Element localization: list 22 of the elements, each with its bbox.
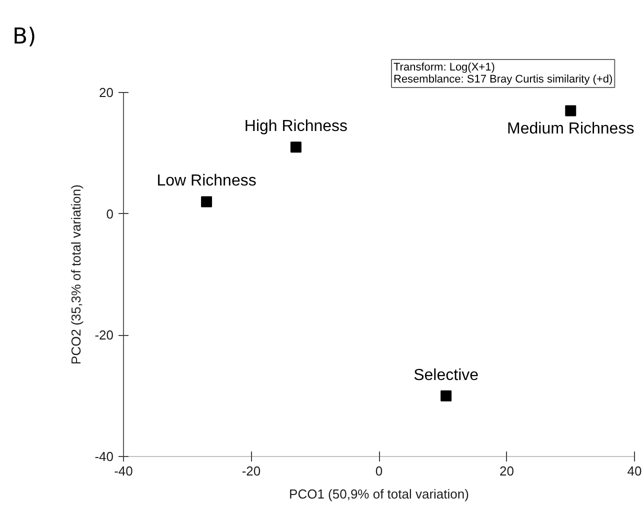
y-tick-label: 20	[99, 85, 114, 100]
point	[201, 196, 212, 208]
x-tick-label: -40	[114, 464, 133, 478]
series-label: Medium Richness	[507, 120, 634, 138]
y-tick-label: -20	[94, 328, 114, 343]
y-axis-title: PCO2 (35,3% of total variation)	[68, 184, 84, 364]
y-tick-label: 0	[106, 206, 114, 222]
point	[440, 390, 452, 402]
point	[565, 105, 576, 116]
x-tick-label: 20	[500, 464, 514, 478]
y-tick-label: -40	[94, 449, 114, 464]
point	[290, 142, 302, 153]
series-label: Low Richness	[156, 172, 256, 190]
series-label: Selective	[414, 366, 479, 384]
series-label: High Richness	[244, 118, 348, 136]
x-tick-label: 0	[375, 464, 383, 478]
text: Resemblance: S17 Bray Curtis similarity (+d)	[394, 74, 613, 86]
chart-title: B)	[12, 24, 36, 50]
x-tick-label: 40	[627, 464, 642, 478]
x-tick-label: -20	[242, 464, 261, 478]
x-axis-title: PCO1 (50,9% of total variation)	[289, 486, 469, 502]
text: Transform: Log(X+1)	[394, 62, 495, 74]
